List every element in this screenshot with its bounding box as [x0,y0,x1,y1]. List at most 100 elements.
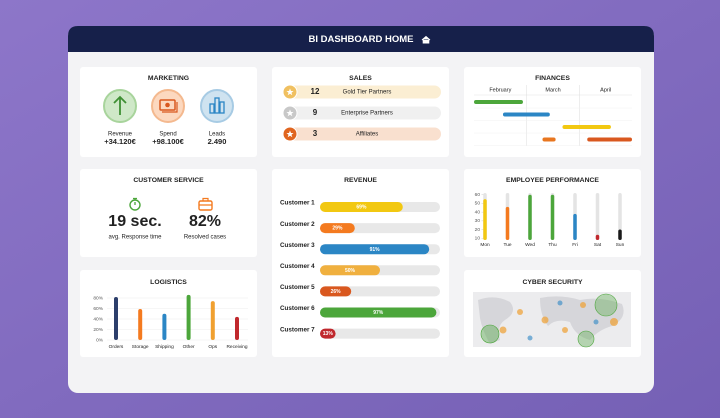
progress-track [320,328,440,339]
star [286,130,294,138]
bar [162,313,167,340]
month-label: February [489,87,511,93]
kpi-label: Resolved cases [184,235,226,241]
panel-title: MARKETING [148,75,189,82]
gantt-bar [474,100,523,104]
kpi-value: +98.100€ [152,137,184,146]
x-tick-label: Fri [572,242,578,248]
customer-label: Customer 6 [280,305,315,312]
bar [210,301,215,340]
customer-label: Customer 2 [280,221,315,228]
gantt-bar [587,137,632,142]
panel-title: EMPLOYEE PERFORMANCE [506,177,599,184]
x-tick-label: Sun [616,242,625,248]
kpi-label: Leads [209,132,225,138]
header-title: BI DASHBOARD HOME [308,34,413,45]
x-tick-label: Wed [525,242,535,248]
sales-row [283,106,441,120]
value-label: 69% [356,205,367,211]
y-tick-label: 10 [475,236,481,242]
bar [138,309,143,340]
progress-bar [320,202,403,212]
marketing-icons [103,89,234,123]
y-tick-label: 0% [96,337,104,343]
value-label: 91% [370,247,381,253]
x-tick-label: Thu [548,242,557,248]
y-tick-label: 80% [93,295,103,301]
y-tick-label: 40 [475,209,481,215]
kpi-label: Spend [159,132,176,138]
x-tick-label: Mon [480,242,490,248]
value-label: 13% [323,331,334,337]
y-tick-label: 40% [93,316,103,322]
customer-label: Customer 1 [280,200,315,207]
customer-label: Customer 4 [280,263,315,270]
bar [505,206,510,240]
progress-bar [320,223,355,234]
progress-bar [320,307,437,318]
gantt-bar [542,137,556,142]
x-tick-label: Ops [208,344,217,350]
sales-row [283,85,441,99]
progress-bar [320,286,352,297]
x-tick-label: Shipping [155,344,174,350]
bar [483,199,487,240]
sales-label: Enterprise Partners [341,111,393,117]
bar [550,194,555,240]
customer-service-panel [80,169,257,257]
kpi-value: +34.120€ [104,137,136,146]
bar [235,316,239,340]
value-label: 97% [373,310,384,316]
y-tick-label: 30 [475,218,481,224]
value-label: 50% [345,268,356,274]
y-tick-label: 20 [475,227,481,233]
bar [186,294,191,340]
x-tick-label: Storage [132,344,149,350]
sales-label: Gold Tier Partners [343,90,392,96]
x-tick-label: Receiving [226,344,247,350]
kpi-value: 2.490 [208,137,227,146]
progress-bar [320,328,336,339]
x-tick-label: Tue [503,242,511,248]
bar-track [618,193,622,240]
kpi-label: Revenue [108,132,133,138]
bar [573,213,577,240]
bar [618,229,622,240]
sales-row [283,127,441,141]
sales-count: 3 [313,129,318,138]
star [286,109,294,117]
sales-label: Affiliates [356,132,379,138]
customer-label: Customer 3 [280,242,315,249]
progress-bar [320,265,380,276]
kpi-label: avg. Response time [108,235,162,241]
sales-count: 12 [311,87,320,96]
value-label: 26% [331,289,342,295]
y-tick-label: 20% [93,327,103,333]
sales-count: 9 [313,108,318,117]
progress-bar [320,244,430,255]
bar [595,234,600,240]
panel-title: CUSTOMER SERVICE [133,177,204,184]
x-tick-label: Orders [109,344,124,350]
panel-title: FINANCES [535,75,570,82]
panel-title: SALES [349,75,372,82]
gantt-bar [562,125,611,129]
kpi-value: 19 sec. [108,213,161,230]
panel-title: CYBER SECURITY [522,279,583,286]
bar-track [595,193,600,240]
x-tick-label: Other [183,344,195,350]
customer-label: Customer 7 [280,326,315,333]
panel-title: REVENUE [344,177,377,184]
world-map [473,292,631,348]
x-tick-label: Sat [594,242,602,248]
finances-panel [464,67,641,157]
home-icon[interactable] [421,35,431,44]
value-label: 29% [332,226,343,232]
kpi-value: 82% [189,213,221,230]
month-label: April [600,87,611,93]
service-icons [129,197,213,211]
bar [114,296,118,340]
y-tick-label: 60% [93,306,103,312]
month-label: March [545,87,560,93]
